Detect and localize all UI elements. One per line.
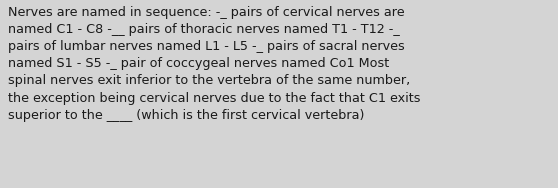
Text: Nerves are named in sequence: -_ pairs of cervical nerves are
named C1 - C8 -__ : Nerves are named in sequence: -_ pairs o… — [8, 6, 420, 122]
